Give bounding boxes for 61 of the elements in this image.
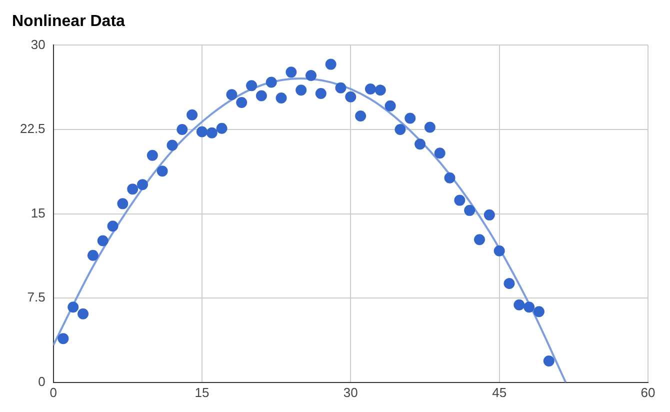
point <box>394 124 406 135</box>
point <box>335 82 346 94</box>
x-tick-label: 30 <box>343 384 358 400</box>
point <box>444 172 456 184</box>
point <box>266 76 277 88</box>
point <box>474 234 485 246</box>
chart-title: Nonlinear Data <box>12 13 126 30</box>
x-tick-label: 0 <box>50 384 57 400</box>
point <box>226 89 238 100</box>
point <box>146 150 158 161</box>
point <box>374 84 386 96</box>
x-tick-label: 45 <box>492 384 507 400</box>
point <box>543 356 554 367</box>
x-tick-label: 60 <box>640 384 656 400</box>
point <box>286 66 297 78</box>
y-tick-label: 15 <box>30 205 46 220</box>
point <box>236 97 248 108</box>
point <box>127 184 138 195</box>
point <box>384 100 396 112</box>
point <box>454 194 466 206</box>
point <box>78 308 89 320</box>
point <box>117 198 128 210</box>
point <box>484 209 495 220</box>
point <box>434 148 446 159</box>
y-tick-label: 7.5 <box>27 290 46 305</box>
point <box>256 90 267 102</box>
point <box>464 204 476 216</box>
point <box>524 302 535 313</box>
point <box>514 299 525 310</box>
point <box>404 112 416 124</box>
y-tick-label: 30 <box>30 36 46 52</box>
point <box>494 245 505 256</box>
point <box>325 58 336 70</box>
point <box>107 220 118 232</box>
point <box>166 140 178 151</box>
point <box>315 88 326 100</box>
point <box>206 127 218 138</box>
point <box>414 138 426 150</box>
y-tick-label: 0 <box>38 374 46 389</box>
point <box>176 124 188 135</box>
point <box>156 166 168 177</box>
point <box>58 333 69 344</box>
point <box>504 278 515 289</box>
point <box>345 91 356 102</box>
x-tick-label: 15 <box>194 384 210 400</box>
point <box>364 84 376 95</box>
point <box>276 92 287 104</box>
point <box>533 306 544 318</box>
y-tick-label: 22.5 <box>20 121 46 136</box>
point <box>216 122 228 134</box>
point <box>246 80 258 92</box>
point <box>196 126 208 138</box>
point <box>137 179 148 190</box>
point <box>306 70 317 82</box>
point <box>68 302 79 313</box>
point <box>424 122 436 133</box>
point <box>355 110 366 122</box>
point <box>296 84 307 96</box>
point <box>186 109 198 120</box>
point <box>97 235 108 246</box>
point <box>87 250 98 261</box>
